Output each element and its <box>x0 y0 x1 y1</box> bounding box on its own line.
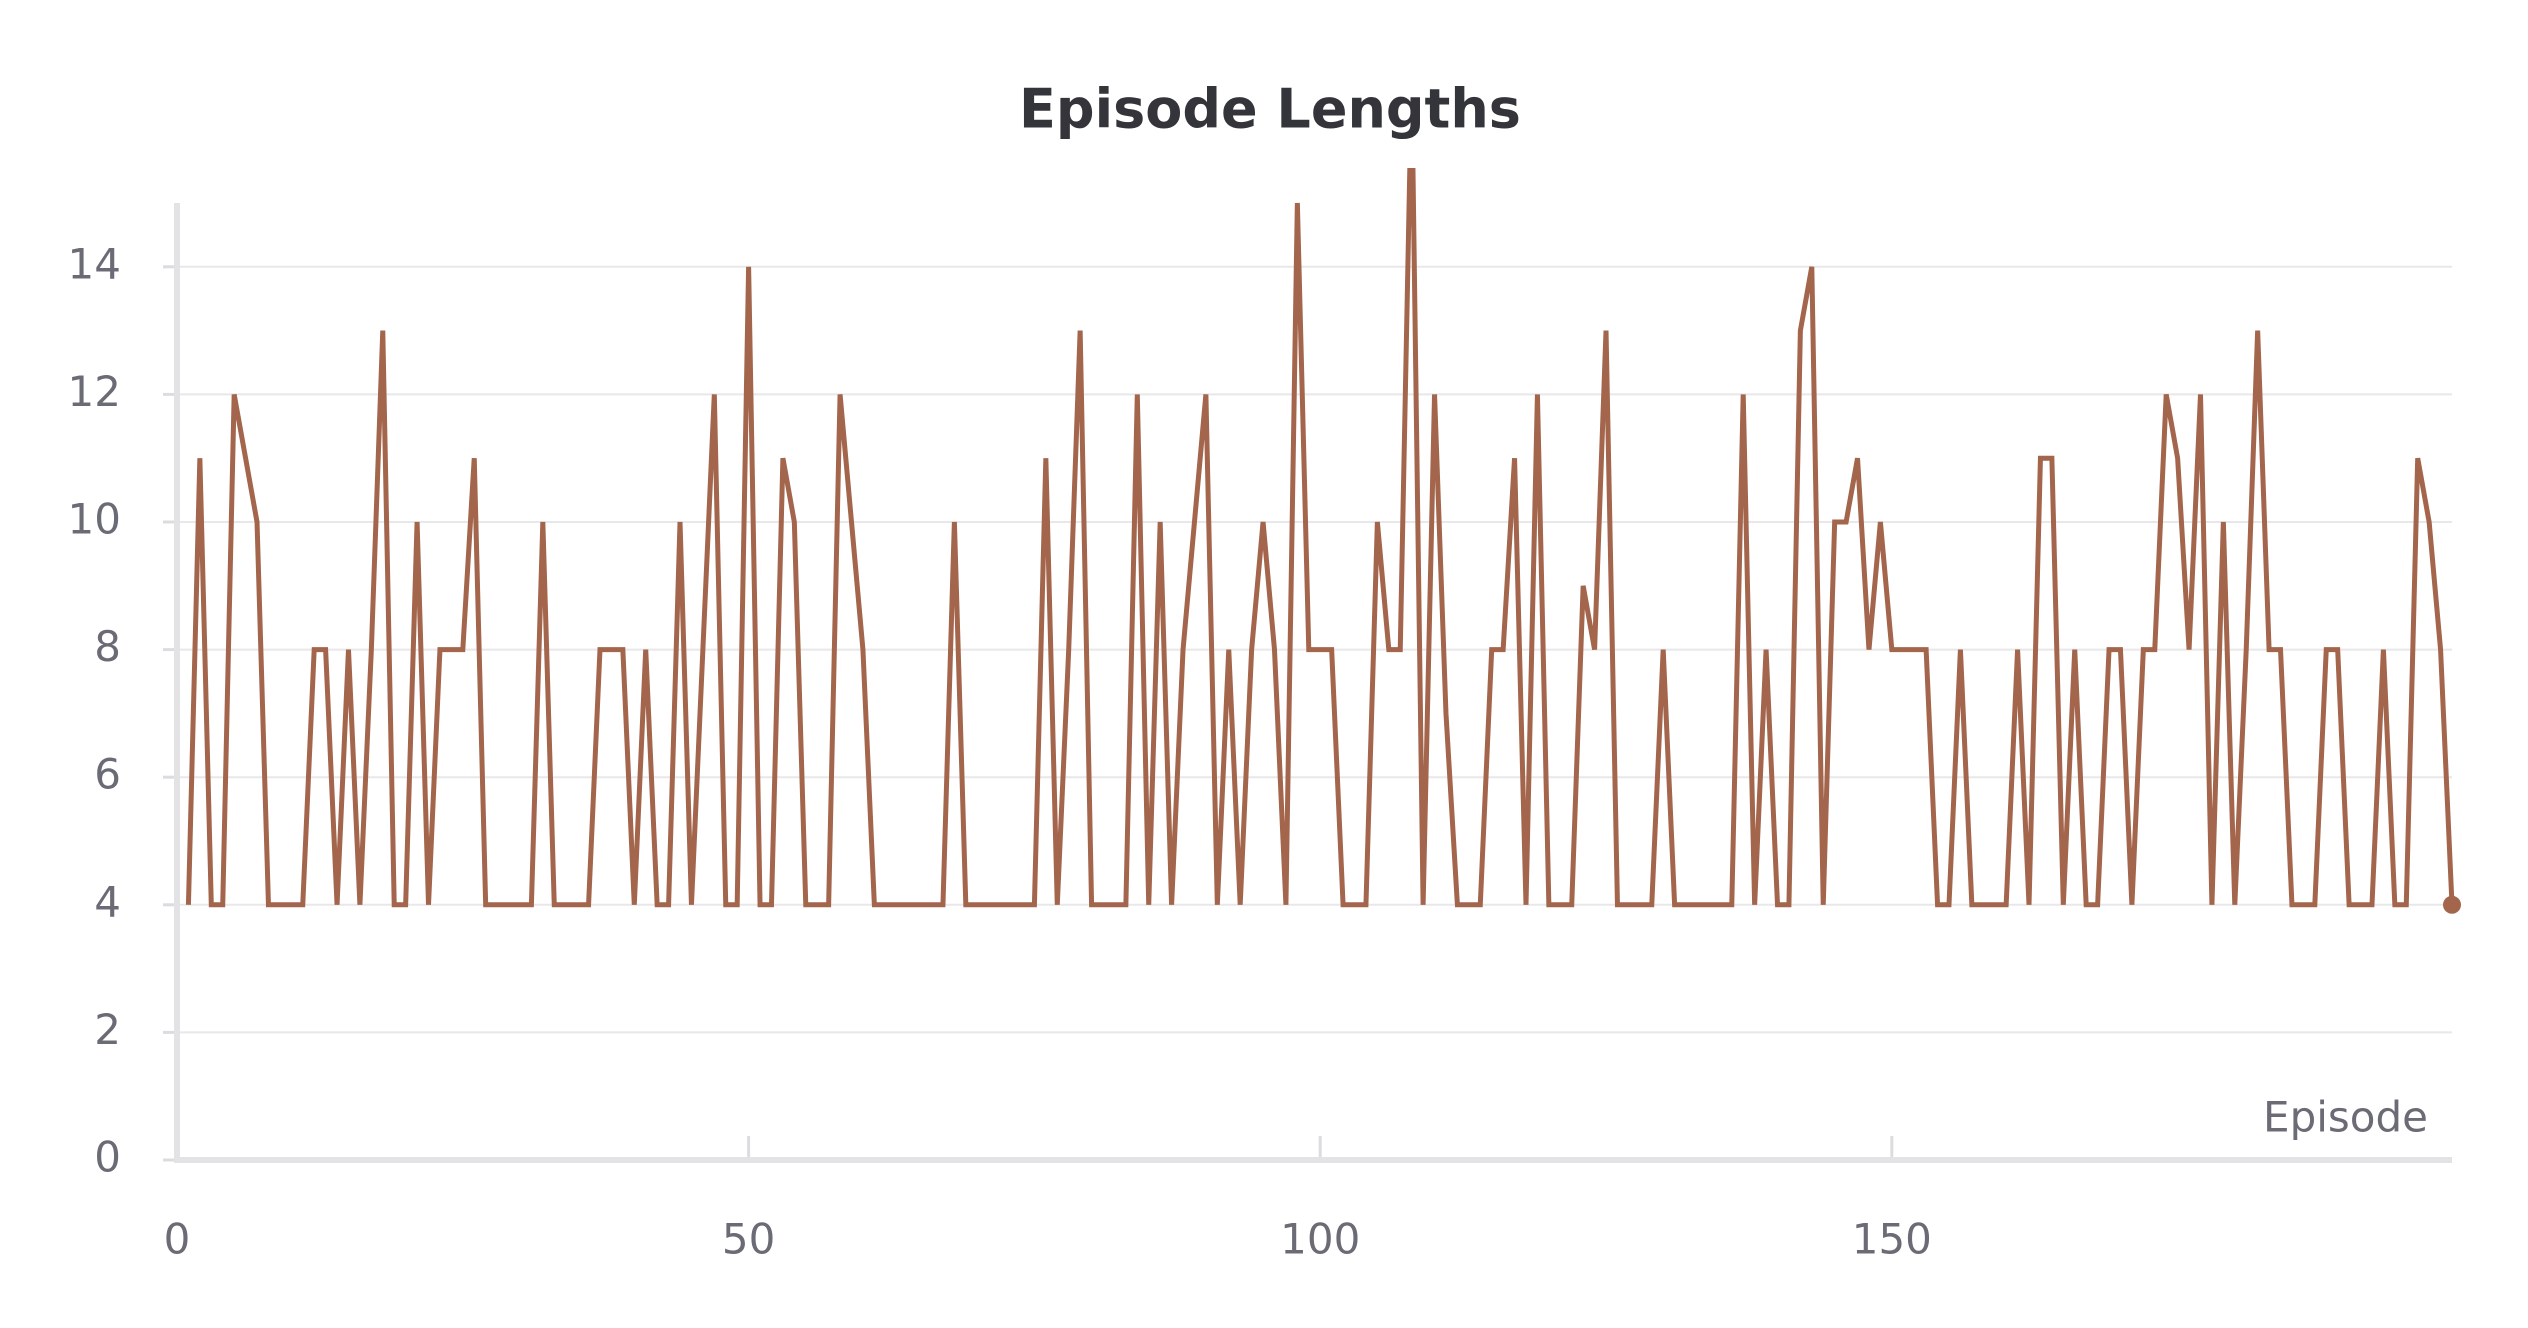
x-tick-label: 50 <box>722 1215 775 1264</box>
y-tick-label: 0 <box>94 1133 121 1182</box>
chart-title: Episode Lengths <box>1019 78 1521 141</box>
y-tick-label: 14 <box>68 239 121 288</box>
x-axis-label: Episode <box>2263 1093 2428 1142</box>
data-line <box>185 168 2455 908</box>
y-tick-label: 12 <box>68 367 121 416</box>
y-tick-label: 2 <box>94 1005 121 1054</box>
y-tick-label: 8 <box>94 622 121 671</box>
y-tick-label: 10 <box>68 495 121 544</box>
x-tick-label: 100 <box>1280 1215 1360 1264</box>
x-tick-label: 150 <box>1852 1215 1932 1264</box>
y-tick-label: 6 <box>94 750 121 799</box>
x-tick-label: 0 <box>164 1215 191 1264</box>
y-tick-label: 4 <box>94 877 121 926</box>
end-point <box>2443 895 2461 914</box>
